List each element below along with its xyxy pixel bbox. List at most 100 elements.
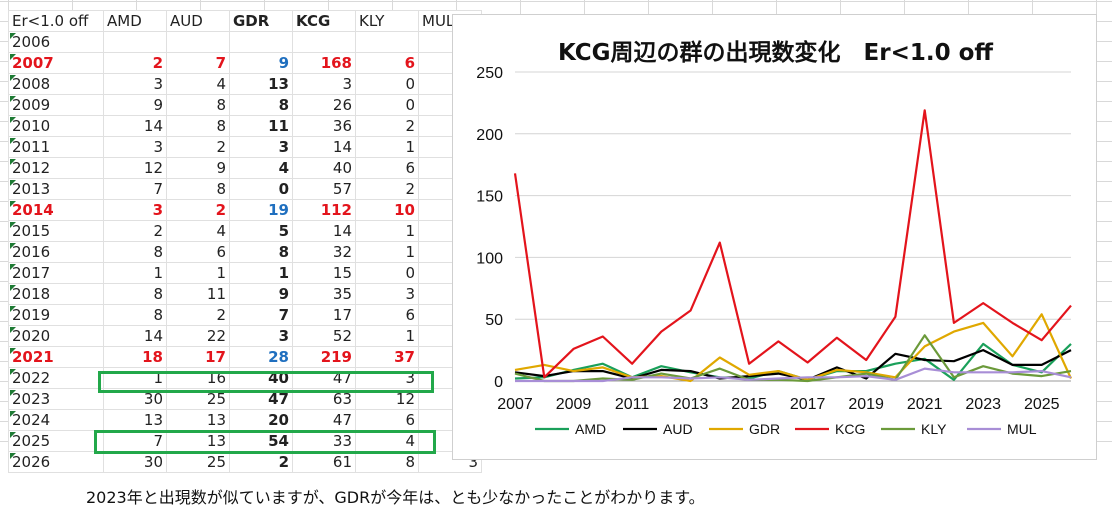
cell-aud[interactable]: 2 xyxy=(166,199,230,221)
cell-kcg[interactable]: 40 xyxy=(292,157,356,179)
cell-amd[interactable]: 14 xyxy=(103,115,167,137)
cell-aud[interactable]: 4 xyxy=(166,220,230,242)
cell-amd[interactable]: 8 xyxy=(103,241,167,263)
cell-amd[interactable]: 7 xyxy=(103,178,167,200)
cell-aud[interactable]: 7 xyxy=(166,52,230,74)
cell-aud[interactable]: 9 xyxy=(166,157,230,179)
cell-gdr[interactable]: 3 xyxy=(229,325,293,347)
cell-aud[interactable]: 4 xyxy=(166,73,230,95)
cell-gdr[interactable]: 8 xyxy=(229,94,293,116)
cell-kcg[interactable]: 219 xyxy=(292,346,356,368)
cell-gdr[interactable]: 0 xyxy=(229,178,293,200)
cell-kly[interactable]: 10 xyxy=(355,199,419,221)
row-year-2024[interactable]: 2024 xyxy=(8,409,104,431)
cell-gdr[interactable]: 9 xyxy=(229,52,293,74)
cell-gdr[interactable] xyxy=(229,31,293,53)
row-year-2007[interactable]: 2007 xyxy=(8,52,104,74)
row-year-2008[interactable]: 2008 xyxy=(8,73,104,95)
column-header-kcg[interactable]: KCG xyxy=(292,10,356,32)
cell-aud[interactable]: 2 xyxy=(166,304,230,326)
cell-kly[interactable]: 2 xyxy=(355,115,419,137)
cell-kly[interactable]: 0 xyxy=(355,73,419,95)
cell-aud[interactable]: 2 xyxy=(166,136,230,158)
cell-kly[interactable]: 3 xyxy=(355,283,419,305)
cell-gdr[interactable]: 7 xyxy=(229,304,293,326)
cell-amd[interactable]: 3 xyxy=(103,136,167,158)
cell-gdr[interactable]: 9 xyxy=(229,283,293,305)
cell-kly[interactable]: 2 xyxy=(355,178,419,200)
cell-kcg[interactable]: 61 xyxy=(292,451,356,473)
cell-kcg[interactable]: 112 xyxy=(292,199,356,221)
row-year-2016[interactable]: 2016 xyxy=(8,241,104,263)
chart-panel[interactable]: KCG周辺の群の出現数変化 Er<1.0 off 0 50 100 150 200 250… xyxy=(452,14,1097,460)
cell-gdr[interactable]: 11 xyxy=(229,115,293,137)
row-year-2026[interactable]: 2026 xyxy=(8,451,104,473)
cell-kly[interactable]: 1 xyxy=(355,220,419,242)
cell-kly[interactable]: 1 xyxy=(355,325,419,347)
cell-kly[interactable]: 37 xyxy=(355,346,419,368)
cell-kcg[interactable]: 52 xyxy=(292,325,356,347)
cell-kcg[interactable]: 17 xyxy=(292,304,356,326)
row-year-2012[interactable]: 2012 xyxy=(8,157,104,179)
row-year-2021[interactable]: 2021 xyxy=(8,346,104,368)
row-year-2014[interactable]: 2014 xyxy=(8,199,104,221)
corner-label[interactable]: Er<1.0 off xyxy=(8,10,104,32)
cell-aud[interactable]: 6 xyxy=(166,241,230,263)
cell-kly[interactable]: 0 xyxy=(355,94,419,116)
cell-amd[interactable]: 30 xyxy=(103,451,167,473)
cell-amd[interactable]: 9 xyxy=(103,94,167,116)
cell-aud[interactable]: 17 xyxy=(166,346,230,368)
cell-kcg[interactable]: 32 xyxy=(292,241,356,263)
cell-aud[interactable]: 8 xyxy=(166,94,230,116)
cell-gdr[interactable]: 3 xyxy=(229,136,293,158)
cell-kcg[interactable]: 26 xyxy=(292,94,356,116)
cell-amd[interactable]: 2 xyxy=(103,220,167,242)
cell-amd[interactable]: 12 xyxy=(103,157,167,179)
cell-kcg[interactable]: 36 xyxy=(292,115,356,137)
cell-gdr[interactable]: 20 xyxy=(229,409,293,431)
cell-amd[interactable]: 8 xyxy=(103,283,167,305)
cell-aud[interactable]: 13 xyxy=(166,409,230,431)
cell-amd[interactable]: 18 xyxy=(103,346,167,368)
cell-aud[interactable]: 22 xyxy=(166,325,230,347)
column-header-kly[interactable]: KLY xyxy=(355,10,419,32)
cell-kly[interactable] xyxy=(355,31,419,53)
cell-kcg[interactable]: 168 xyxy=(292,52,356,74)
cell-aud[interactable]: 1 xyxy=(166,262,230,284)
cell-gdr[interactable]: 8 xyxy=(229,241,293,263)
cell-kly[interactable]: 6 xyxy=(355,304,419,326)
cell-kly[interactable]: 1 xyxy=(355,136,419,158)
cell-amd[interactable]: 1 xyxy=(103,262,167,284)
row-year-2009[interactable]: 2009 xyxy=(8,94,104,116)
row-year-2006[interactable]: 2006 xyxy=(8,31,104,53)
cell-kcg[interactable]: 57 xyxy=(292,178,356,200)
row-year-2023[interactable]: 2023 xyxy=(8,388,104,410)
cell-kcg[interactable]: 15 xyxy=(292,262,356,284)
row-year-2019[interactable]: 2019 xyxy=(8,304,104,326)
cell-kly[interactable]: 6 xyxy=(355,157,419,179)
cell-kcg[interactable]: 35 xyxy=(292,283,356,305)
cell-kly[interactable]: 0 xyxy=(355,262,419,284)
row-year-2022[interactable]: 2022 xyxy=(8,367,104,389)
cell-gdr[interactable]: 13 xyxy=(229,73,293,95)
row-year-2015[interactable]: 2015 xyxy=(8,220,104,242)
cell-kcg[interactable]: 47 xyxy=(292,409,356,431)
cell-amd[interactable]: 3 xyxy=(103,199,167,221)
cell-kly[interactable]: 6 xyxy=(355,409,419,431)
cell-gdr[interactable]: 4 xyxy=(229,157,293,179)
cell-kcg[interactable] xyxy=(292,31,356,53)
cell-kcg[interactable]: 14 xyxy=(292,220,356,242)
cell-kcg[interactable]: 14 xyxy=(292,136,356,158)
column-header-aud[interactable]: AUD xyxy=(166,10,230,32)
column-header-gdr[interactable]: GDR xyxy=(229,10,293,32)
row-year-2013[interactable]: 2013 xyxy=(8,178,104,200)
cell-gdr[interactable]: 1 xyxy=(229,262,293,284)
cell-amd[interactable]: 2 xyxy=(103,52,167,74)
cell-amd[interactable]: 8 xyxy=(103,304,167,326)
cell-gdr[interactable]: 5 xyxy=(229,220,293,242)
cell-kly[interactable]: 6 xyxy=(355,52,419,74)
row-year-2020[interactable]: 2020 xyxy=(8,325,104,347)
cell-gdr[interactable]: 2 xyxy=(229,451,293,473)
cell-aud[interactable]: 11 xyxy=(166,283,230,305)
cell-aud[interactable]: 8 xyxy=(166,115,230,137)
